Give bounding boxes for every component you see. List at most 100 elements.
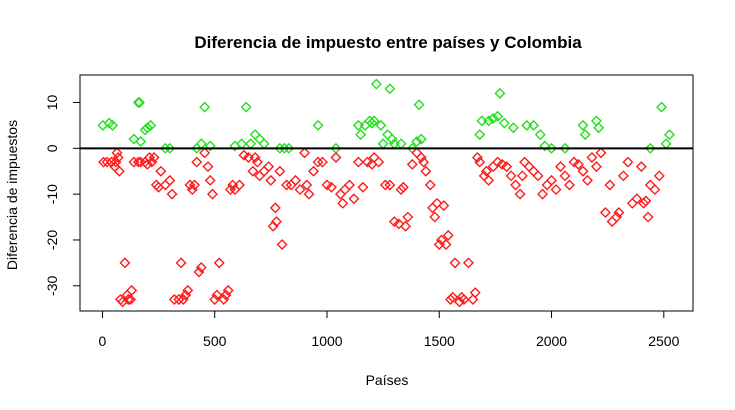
data-point-negative bbox=[168, 294, 180, 306]
data-point-negative bbox=[199, 147, 211, 159]
data-point-negative bbox=[442, 229, 454, 241]
data-point-positive bbox=[539, 140, 551, 152]
data-point-positive bbox=[249, 129, 261, 141]
data-point-positive bbox=[312, 119, 324, 131]
data-point-positive bbox=[370, 78, 382, 90]
data-point-negative bbox=[125, 294, 137, 306]
data-point-negative bbox=[581, 174, 593, 186]
data-point-positive bbox=[474, 129, 486, 141]
data-point-negative bbox=[337, 197, 349, 209]
data-point-positive bbox=[492, 110, 504, 122]
data-point-negative bbox=[642, 211, 654, 223]
data-point-negative bbox=[105, 156, 117, 168]
chart-title: Diferencia de impuesto entre países y Co… bbox=[194, 33, 582, 52]
data-point-negative bbox=[445, 294, 456, 306]
data-point-positive bbox=[135, 135, 147, 147]
data-point-negative bbox=[649, 184, 661, 196]
data-point-negative bbox=[112, 151, 124, 163]
data-point-positive bbox=[579, 129, 591, 141]
x-tick-label: 0 bbox=[99, 333, 107, 349]
data-point-negative bbox=[281, 179, 293, 191]
data-point-positive bbox=[546, 142, 558, 154]
data-point-negative bbox=[474, 156, 486, 168]
data-point-negative bbox=[427, 202, 439, 214]
data-point-negative bbox=[213, 257, 225, 269]
data-point-negative bbox=[155, 165, 167, 177]
data-point-negative bbox=[393, 218, 405, 230]
data-point-negative bbox=[483, 174, 495, 186]
data-point-negative bbox=[644, 179, 656, 191]
data-point-negative bbox=[519, 156, 531, 168]
data-point-negative bbox=[343, 179, 355, 191]
data-point-negative bbox=[126, 284, 138, 296]
data-point-negative bbox=[590, 161, 602, 173]
data-point-positive bbox=[559, 142, 571, 154]
data-point-negative bbox=[308, 165, 320, 177]
data-point-negative bbox=[458, 294, 470, 306]
data-point-negative bbox=[141, 158, 153, 170]
data-point-negative bbox=[191, 156, 203, 168]
data-point-negative bbox=[148, 151, 160, 163]
data-point-negative bbox=[173, 294, 185, 306]
data-point-positive bbox=[663, 129, 675, 141]
data-point-negative bbox=[420, 165, 432, 177]
data-point-negative bbox=[613, 206, 625, 218]
plot-area-frame bbox=[79, 74, 694, 312]
x-axis: 0 500 1000 1500 2000 2500 bbox=[99, 311, 680, 349]
data-point-positive bbox=[386, 133, 398, 145]
data-point-positive bbox=[139, 124, 151, 136]
data-point-positive bbox=[164, 142, 176, 154]
data-point-positive bbox=[366, 117, 378, 129]
data-point-negative bbox=[415, 151, 427, 163]
data-point-negative bbox=[274, 165, 286, 177]
data-point-negative bbox=[440, 239, 452, 251]
data-point-negative bbox=[604, 179, 616, 191]
data-point-negative bbox=[559, 170, 571, 182]
data-point-positive bbox=[377, 138, 389, 150]
data-point-negative bbox=[164, 174, 176, 186]
data-point-negative bbox=[301, 179, 313, 191]
data-point-positive bbox=[382, 129, 394, 141]
x-tick-label: 1000 bbox=[311, 333, 342, 349]
data-point-negative bbox=[516, 170, 528, 182]
data-point-negative bbox=[348, 193, 360, 205]
data-point-positive bbox=[534, 129, 546, 141]
data-point-negative bbox=[564, 179, 575, 191]
x-axis-label: Países bbox=[366, 372, 409, 388]
data-point-negative bbox=[541, 179, 553, 191]
data-point-negative bbox=[510, 179, 522, 191]
data-point-positive bbox=[107, 119, 119, 131]
data-point-negative bbox=[98, 156, 110, 168]
data-point-negative bbox=[101, 156, 113, 168]
data-point-negative bbox=[622, 156, 634, 168]
data-point-positive bbox=[254, 133, 266, 145]
data-point-positive bbox=[577, 119, 589, 131]
data-point-negative bbox=[294, 184, 306, 196]
data-point-negative bbox=[429, 211, 441, 223]
data-point-negative bbox=[653, 170, 665, 182]
data-point-negative bbox=[480, 165, 492, 177]
data-point-negative bbox=[119, 257, 131, 269]
data-point-positive bbox=[258, 138, 270, 150]
data-point-negative bbox=[233, 179, 245, 191]
data-point-negative bbox=[400, 220, 412, 232]
data-point-negative bbox=[505, 170, 517, 182]
data-point-positive bbox=[245, 138, 257, 150]
data-point-negative bbox=[462, 257, 474, 269]
data-point-negative bbox=[276, 239, 288, 251]
data-point-positive bbox=[507, 122, 519, 134]
y-tick-label: -10 bbox=[44, 184, 60, 204]
data-point-positive bbox=[355, 129, 367, 141]
data-point-negative bbox=[379, 179, 391, 191]
data-point-negative bbox=[626, 197, 638, 209]
data-point-negative bbox=[438, 200, 450, 212]
data-point-positive bbox=[195, 138, 207, 150]
data-point-negative bbox=[514, 188, 526, 200]
data-point-negative bbox=[135, 156, 147, 168]
data-point-negative bbox=[631, 193, 643, 205]
data-point-negative bbox=[586, 151, 598, 163]
data-point-negative bbox=[555, 161, 567, 173]
data-point-negative bbox=[325, 181, 337, 193]
data-point-positive bbox=[411, 135, 423, 147]
data-point-positive bbox=[494, 87, 506, 99]
